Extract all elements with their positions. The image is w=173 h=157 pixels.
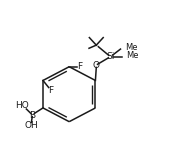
Text: F: F [48,86,53,95]
Text: Si: Si [107,52,115,61]
Text: HO: HO [15,101,28,110]
Text: OH: OH [25,122,38,130]
Text: Me: Me [127,51,139,60]
Text: Me: Me [125,43,137,51]
Text: F: F [78,62,83,71]
Text: B: B [29,111,35,119]
Text: O: O [93,61,100,70]
